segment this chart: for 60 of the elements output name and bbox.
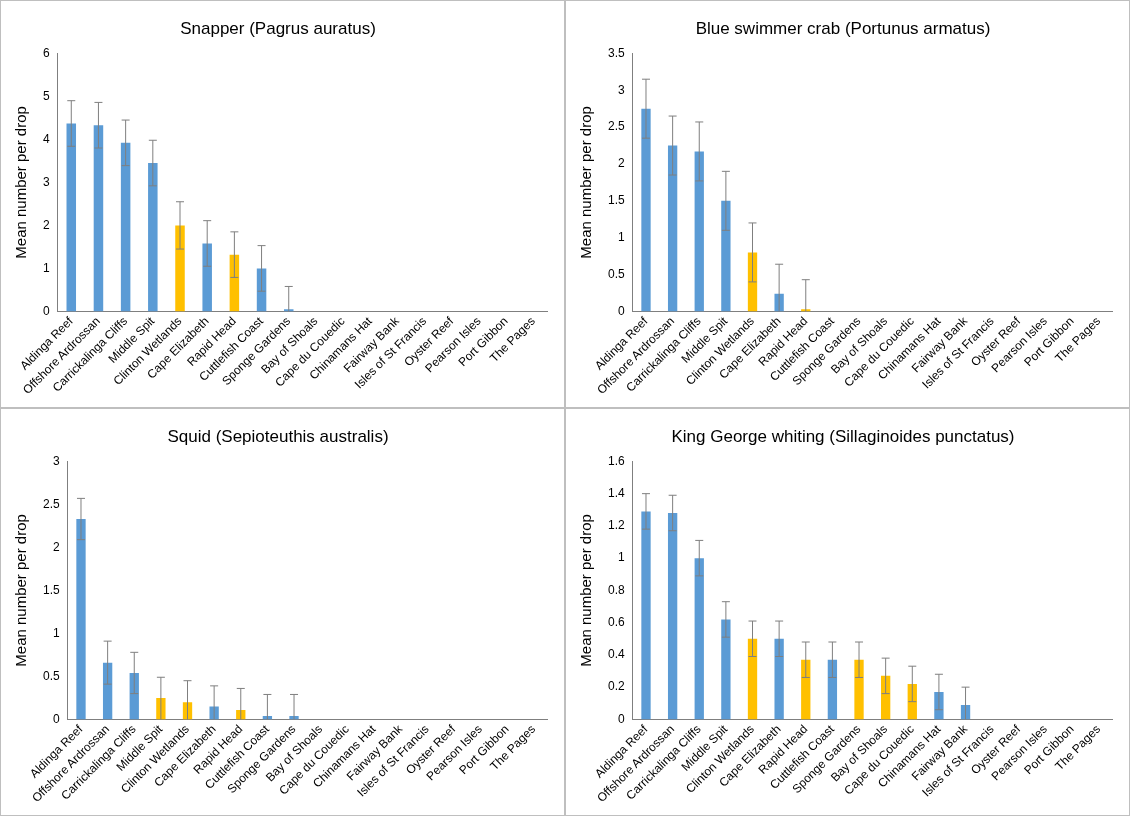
y-tick-label: 3 — [617, 82, 625, 97]
y-tick-label: 0.8 — [607, 582, 625, 597]
y-tick-label: 0.6 — [607, 614, 625, 629]
y-tick-label: 0.4 — [607, 647, 625, 662]
y-tick-label: 0 — [617, 711, 625, 726]
y-tick-label: 0 — [617, 303, 625, 318]
y-tick-label: 0 — [42, 303, 50, 318]
bar — [694, 558, 704, 720]
y-tick-label: 1 — [42, 260, 50, 275]
bar — [721, 200, 731, 312]
y-axis-title: Mean number per drop — [12, 106, 30, 259]
y-tick-label: 3 — [52, 453, 60, 468]
bar — [854, 659, 864, 720]
bar — [283, 309, 294, 312]
bar — [641, 511, 651, 720]
bar — [76, 519, 86, 720]
bar — [667, 513, 678, 720]
bar — [747, 638, 758, 720]
y-tick-label: 6 — [42, 45, 50, 60]
y-tick-label: 4 — [42, 131, 50, 146]
y-tick-label: 1.5 — [607, 193, 625, 208]
bar — [66, 123, 77, 312]
y-tick-label: 0.5 — [607, 266, 625, 281]
y-tick-label: 0 — [52, 711, 60, 726]
bar — [175, 225, 185, 312]
y-axis-title: Mean number per drop — [12, 514, 30, 667]
bar — [93, 125, 104, 312]
y-tick-label: 1.6 — [607, 453, 625, 468]
y-axis-title: Mean number per drop — [577, 514, 595, 667]
chart-title: Blue swimmer crab (Portunus armatus) — [695, 18, 991, 38]
y-tick-label: 1 — [617, 550, 625, 565]
bar — [801, 659, 811, 720]
chart-title: King George whiting (Sillaginoides punctatus) — [671, 426, 1015, 446]
y-tick-label: 0.2 — [607, 679, 625, 694]
y-tick-label: 2.5 — [42, 496, 60, 511]
y-axis-title: Mean number per drop — [577, 106, 595, 259]
chart-title: Squid (Sepioteuthis australis) — [167, 426, 389, 446]
bar — [827, 659, 838, 720]
y-tick-label: 1.4 — [607, 485, 625, 500]
bar — [120, 142, 131, 312]
y-tick-label: 1 — [617, 230, 625, 244]
y-tick-label: 1 — [52, 625, 60, 640]
y-tick-label: 2.5 — [607, 119, 625, 134]
y-tick-label: 3.5 — [607, 45, 625, 60]
bar — [721, 619, 731, 720]
bar — [667, 145, 678, 312]
chart-title: Snapper (Pagrus auratus) — [180, 18, 376, 38]
y-tick-label: 3 — [42, 174, 50, 189]
y-tick-label: 0.5 — [42, 668, 60, 683]
bar — [641, 108, 651, 312]
y-tick-label: 1.2 — [607, 518, 625, 533]
bar — [148, 163, 158, 312]
y-tick-label: 2 — [617, 156, 625, 171]
bar — [694, 151, 704, 312]
bar — [774, 638, 784, 720]
y-tick-label: 2 — [52, 539, 60, 554]
y-tick-label: 2 — [42, 217, 50, 232]
bar — [202, 243, 212, 312]
y-tick-label: 1.5 — [42, 582, 60, 597]
y-tick-label: 5 — [42, 88, 50, 103]
